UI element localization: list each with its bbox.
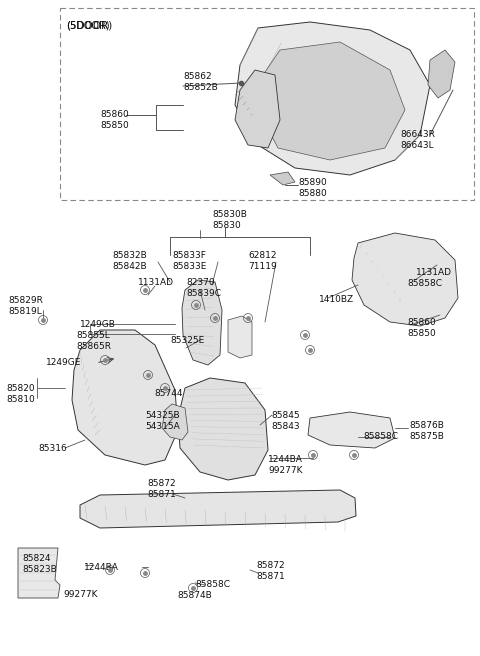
- Text: 86643R: 86643R: [400, 130, 435, 139]
- Text: 85830B: 85830B: [212, 210, 247, 219]
- Polygon shape: [270, 172, 295, 185]
- Text: 82370: 82370: [186, 278, 215, 287]
- Text: 85325E: 85325E: [170, 336, 204, 345]
- Polygon shape: [80, 490, 356, 528]
- Text: 85858C: 85858C: [195, 580, 230, 589]
- Text: 85860: 85860: [407, 318, 436, 327]
- Text: 85874B: 85874B: [177, 591, 212, 600]
- Text: 85744: 85744: [154, 389, 182, 398]
- Text: 85842B: 85842B: [112, 262, 146, 271]
- Text: 85871: 85871: [147, 490, 176, 499]
- Polygon shape: [428, 50, 455, 98]
- Text: 1249GE: 1249GE: [46, 358, 82, 367]
- Text: 99277K: 99277K: [268, 466, 302, 475]
- Text: 1410BZ: 1410BZ: [319, 295, 354, 304]
- Text: 85860: 85860: [100, 110, 129, 119]
- Text: 85858C: 85858C: [363, 432, 398, 441]
- Text: 85819L: 85819L: [8, 307, 42, 316]
- Polygon shape: [178, 378, 268, 480]
- Text: 85871: 85871: [256, 572, 285, 581]
- Text: 54325B: 54325B: [145, 411, 180, 420]
- Text: 85316: 85316: [38, 444, 67, 453]
- Text: 1131AD: 1131AD: [138, 278, 174, 287]
- Text: (5DOOR): (5DOOR): [66, 20, 109, 30]
- Polygon shape: [235, 22, 430, 175]
- Text: 85843: 85843: [271, 422, 300, 431]
- Polygon shape: [228, 316, 252, 358]
- Text: 54315A: 54315A: [145, 422, 180, 431]
- Text: 85820: 85820: [6, 384, 35, 393]
- Text: 85845: 85845: [271, 411, 300, 420]
- Polygon shape: [308, 412, 395, 448]
- Text: 85824: 85824: [22, 554, 50, 563]
- Polygon shape: [235, 70, 280, 148]
- Polygon shape: [182, 280, 222, 365]
- Text: 85880: 85880: [298, 189, 327, 198]
- Text: 1131AD: 1131AD: [416, 268, 452, 277]
- Text: 85862: 85862: [183, 72, 212, 81]
- Text: 85872: 85872: [256, 561, 285, 570]
- Text: 85850: 85850: [100, 121, 129, 130]
- Text: 85875B: 85875B: [409, 432, 444, 441]
- Text: 86643L: 86643L: [400, 141, 433, 150]
- Polygon shape: [162, 404, 188, 440]
- Text: 1244BA: 1244BA: [84, 563, 119, 572]
- Text: 85832B: 85832B: [112, 251, 147, 260]
- Text: 85876B: 85876B: [409, 421, 444, 430]
- Text: 85872: 85872: [147, 479, 176, 488]
- Polygon shape: [258, 42, 405, 160]
- Text: 85830: 85830: [212, 221, 241, 230]
- Bar: [60, 8, 474, 200]
- Text: 62812: 62812: [248, 251, 276, 260]
- Text: 71119: 71119: [248, 262, 277, 271]
- Polygon shape: [72, 330, 178, 465]
- Text: 85865R: 85865R: [76, 342, 111, 351]
- Text: 85833F: 85833F: [172, 251, 206, 260]
- Text: 85833E: 85833E: [172, 262, 206, 271]
- Text: 1244BA: 1244BA: [268, 455, 303, 464]
- Text: 85852B: 85852B: [183, 83, 218, 92]
- Text: 85858C: 85858C: [407, 279, 442, 288]
- Text: 85829R: 85829R: [8, 296, 43, 305]
- Text: (5DOOR): (5DOOR): [66, 20, 112, 30]
- Text: 99277K: 99277K: [63, 590, 97, 599]
- Polygon shape: [18, 548, 60, 598]
- Text: 85855L: 85855L: [76, 331, 110, 340]
- Text: 85850: 85850: [407, 329, 436, 338]
- Text: 85890: 85890: [298, 178, 327, 187]
- Text: 85810: 85810: [6, 395, 35, 404]
- Text: 1249GB: 1249GB: [80, 320, 116, 329]
- Text: 85823B: 85823B: [22, 565, 57, 574]
- Text: 85839C: 85839C: [186, 289, 221, 298]
- Polygon shape: [352, 233, 458, 326]
